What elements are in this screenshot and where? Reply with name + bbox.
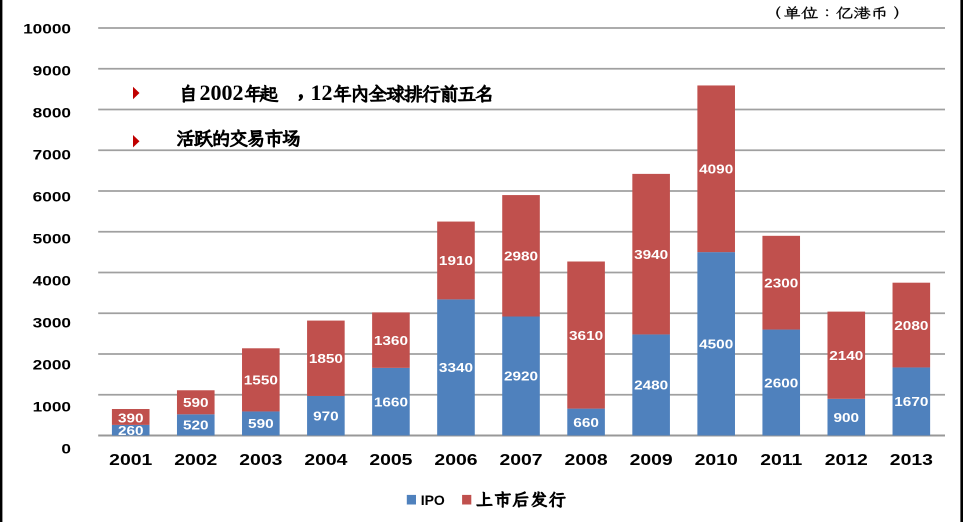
- svg-text:1670: 1670: [894, 395, 928, 410]
- svg-text:2140: 2140: [829, 349, 863, 364]
- svg-text:2013: 2013: [890, 451, 933, 469]
- svg-text:2002: 2002: [200, 80, 244, 105]
- svg-text:3340: 3340: [439, 361, 473, 376]
- svg-text:590: 590: [248, 417, 274, 432]
- svg-text:2600: 2600: [764, 376, 798, 391]
- svg-text:4500: 4500: [699, 338, 733, 353]
- svg-text:2920: 2920: [504, 370, 538, 385]
- svg-text:2002: 2002: [174, 451, 217, 469]
- svg-text:1000: 1000: [33, 400, 72, 415]
- svg-text:10000: 10000: [23, 22, 71, 37]
- svg-text:2008: 2008: [565, 451, 608, 469]
- svg-text:970: 970: [313, 409, 339, 424]
- svg-text:3940: 3940: [634, 248, 668, 263]
- svg-text:1850: 1850: [309, 352, 343, 367]
- svg-text:520: 520: [183, 419, 209, 434]
- svg-text:12: 12: [311, 80, 333, 105]
- svg-text:1910: 1910: [439, 254, 473, 269]
- svg-text:2000: 2000: [33, 358, 72, 373]
- svg-text:8000: 8000: [33, 106, 72, 121]
- svg-text:1660: 1660: [374, 395, 408, 410]
- svg-text:4090: 4090: [699, 163, 733, 178]
- svg-text:2009: 2009: [630, 451, 673, 469]
- svg-text:2011: 2011: [760, 451, 802, 469]
- svg-text:2010: 2010: [695, 451, 738, 469]
- svg-text:1550: 1550: [244, 374, 278, 389]
- svg-text:2003: 2003: [239, 451, 282, 469]
- svg-text:2006: 2006: [434, 451, 477, 469]
- svg-text:IPO: IPO: [421, 492, 445, 508]
- svg-text:2980: 2980: [504, 250, 538, 265]
- svg-text:3000: 3000: [33, 316, 72, 331]
- svg-text:2080: 2080: [894, 319, 928, 334]
- svg-text:900: 900: [833, 411, 859, 426]
- svg-text:2004: 2004: [304, 451, 347, 469]
- svg-text:0: 0: [61, 442, 71, 457]
- svg-text:260: 260: [118, 424, 144, 439]
- svg-text:6000: 6000: [33, 190, 72, 205]
- svg-text:3610: 3610: [569, 329, 603, 344]
- svg-text:1360: 1360: [374, 334, 408, 349]
- svg-text:2012: 2012: [825, 451, 868, 469]
- svg-text:660: 660: [573, 416, 599, 431]
- svg-text:590: 590: [183, 396, 209, 411]
- svg-text:2300: 2300: [764, 276, 798, 291]
- svg-text:2005: 2005: [369, 451, 412, 469]
- svg-text:2480: 2480: [634, 379, 668, 394]
- svg-text:7000: 7000: [33, 148, 72, 163]
- svg-text:9000: 9000: [33, 64, 72, 79]
- svg-text:5000: 5000: [33, 232, 72, 247]
- svg-text:2007: 2007: [499, 451, 542, 469]
- svg-text:4000: 4000: [33, 274, 72, 289]
- svg-text:2001: 2001: [109, 451, 152, 469]
- svg-text:390: 390: [118, 412, 144, 427]
